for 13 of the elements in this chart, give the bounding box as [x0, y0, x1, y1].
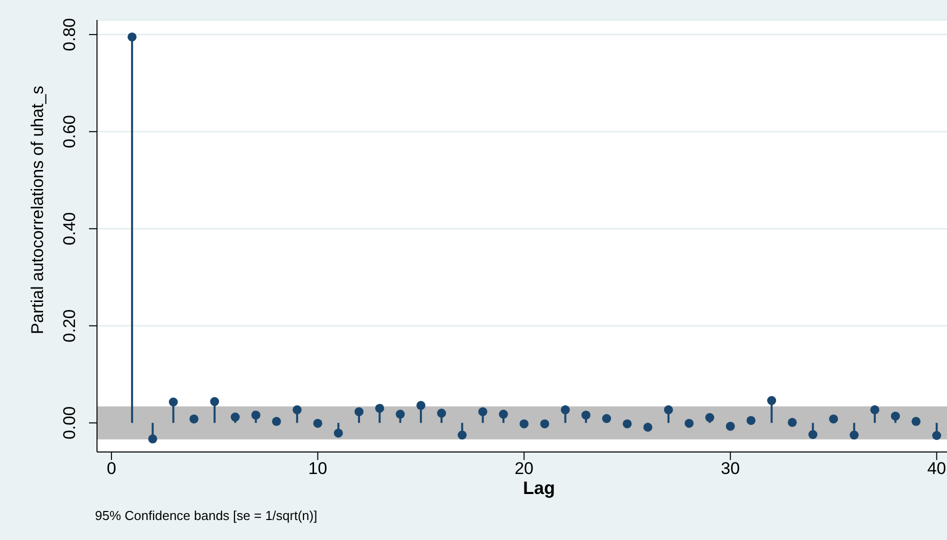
x-tick-label: 0 — [106, 459, 116, 478]
x-axis-title: Lag — [522, 478, 556, 499]
x-tick-label: 40 — [927, 459, 946, 478]
y-tick-label: 0.00 — [60, 406, 79, 440]
x-tick-label: 20 — [514, 459, 534, 478]
x-tick-label: 10 — [308, 459, 328, 478]
y-tick-label: 0.40 — [60, 212, 79, 246]
text: 95% Confidence bands [se = 1/sqrt(n)] — [95, 508, 318, 523]
y-tick-label: 0.80 — [60, 18, 79, 52]
y-tick-label: 0.20 — [60, 309, 79, 342]
y-tick-label: 0.60 — [60, 115, 79, 148]
x-tick-label: 30 — [720, 459, 740, 478]
y-axis-title: Partial autocorrelations of uhat_s — [28, 84, 48, 336]
